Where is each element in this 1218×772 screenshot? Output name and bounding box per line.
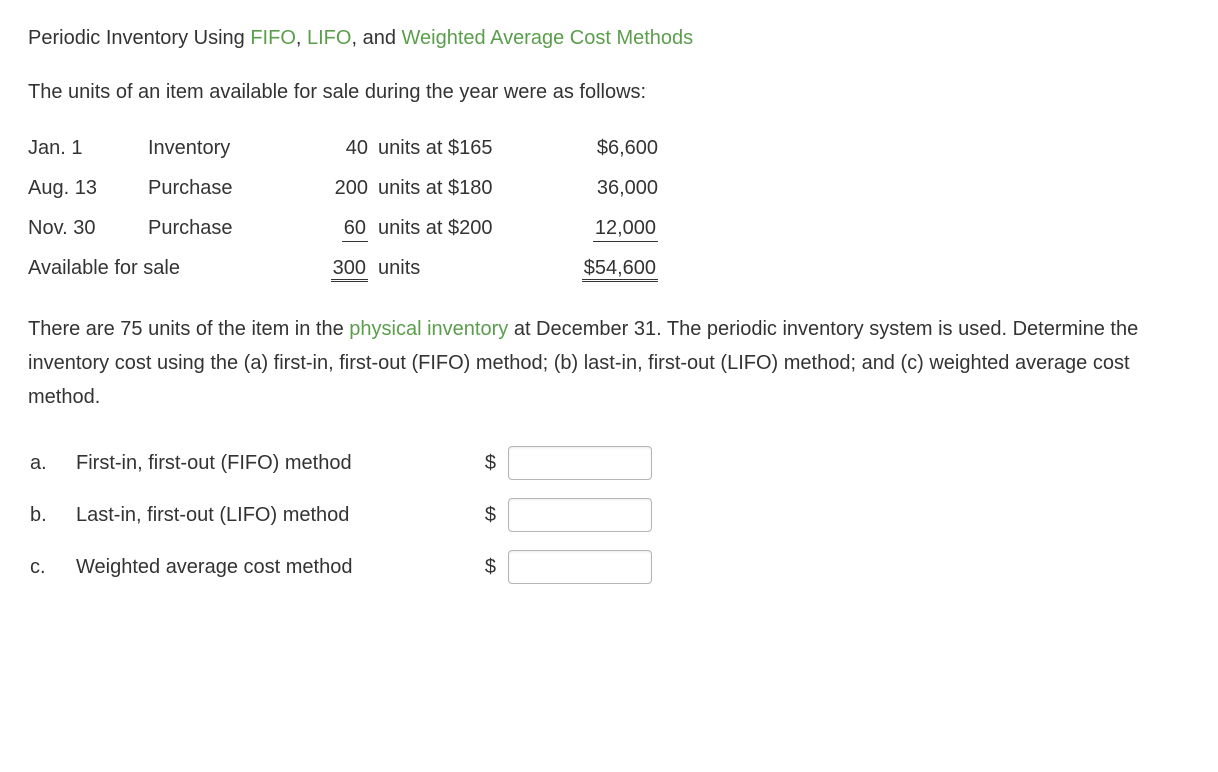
- title-sep1: ,: [296, 27, 307, 49]
- table-row: Nov. 30 Purchase 60 units at $200 12,000: [28, 208, 668, 248]
- answer-label: Last-in, first-out (LIFO) method: [76, 490, 476, 540]
- total-units: 300: [298, 248, 378, 288]
- currency-symbol: $: [478, 490, 506, 540]
- wac-link[interactable]: Weighted Average Cost Methods: [402, 27, 694, 49]
- title-sep2: , and: [351, 27, 401, 49]
- row-type: Purchase: [148, 168, 298, 208]
- row-total: $6,600: [538, 128, 668, 168]
- fifo-input[interactable]: [508, 446, 652, 480]
- question-text: There are 75 units of the item in the ph…: [28, 312, 1188, 414]
- answer-row-wac: c. Weighted average cost method $: [30, 542, 662, 592]
- answer-row-fifo: a. First-in, first-out (FIFO) method $: [30, 438, 662, 488]
- total-amount: $54,600: [538, 248, 668, 288]
- title-prefix: Periodic Inventory Using: [28, 27, 250, 49]
- answer-letter: b.: [30, 490, 74, 540]
- answer-letter: c.: [30, 542, 74, 592]
- total-row: Available for sale 300 units $54,600: [28, 248, 668, 288]
- row-units: 60: [298, 208, 378, 248]
- currency-symbol: $: [478, 438, 506, 488]
- row-units: 40: [298, 128, 378, 168]
- answer-label: First-in, first-out (FIFO) method: [76, 438, 476, 488]
- page-title: Periodic Inventory Using FIFO, LIFO, and…: [28, 24, 1190, 52]
- row-total: 36,000: [538, 168, 668, 208]
- lifo-link[interactable]: LIFO: [307, 27, 351, 49]
- row-date: Jan. 1: [28, 128, 148, 168]
- row-total: 12,000: [538, 208, 668, 248]
- row-unitlabel: units at $165: [378, 128, 538, 168]
- row-type: Inventory: [148, 128, 298, 168]
- wac-input[interactable]: [508, 550, 652, 584]
- physical-inventory-link[interactable]: physical inventory: [349, 318, 508, 340]
- row-date: Nov. 30: [28, 208, 148, 248]
- table-row: Aug. 13 Purchase 200 units at $180 36,00…: [28, 168, 668, 208]
- lifo-input[interactable]: [508, 498, 652, 532]
- row-date: Aug. 13: [28, 168, 148, 208]
- inventory-table: Jan. 1 Inventory 40 units at $165 $6,600…: [28, 128, 668, 288]
- answers-section: a. First-in, first-out (FIFO) method $ b…: [28, 436, 1190, 594]
- row-type: Purchase: [148, 208, 298, 248]
- answer-letter: a.: [30, 438, 74, 488]
- answer-label: Weighted average cost method: [76, 542, 476, 592]
- intro-text: The units of an item available for sale …: [28, 78, 1190, 106]
- total-unitlabel: units: [378, 248, 538, 288]
- row-unitlabel: units at $180: [378, 168, 538, 208]
- currency-symbol: $: [478, 542, 506, 592]
- table-row: Jan. 1 Inventory 40 units at $165 $6,600: [28, 128, 668, 168]
- answer-row-lifo: b. Last-in, first-out (LIFO) method $: [30, 490, 662, 540]
- question-p1: There are 75 units of the item in the: [28, 318, 349, 340]
- row-unitlabel: units at $200: [378, 208, 538, 248]
- total-label: Available for sale: [28, 248, 298, 288]
- fifo-link[interactable]: FIFO: [250, 27, 296, 49]
- row-units: 200: [298, 168, 378, 208]
